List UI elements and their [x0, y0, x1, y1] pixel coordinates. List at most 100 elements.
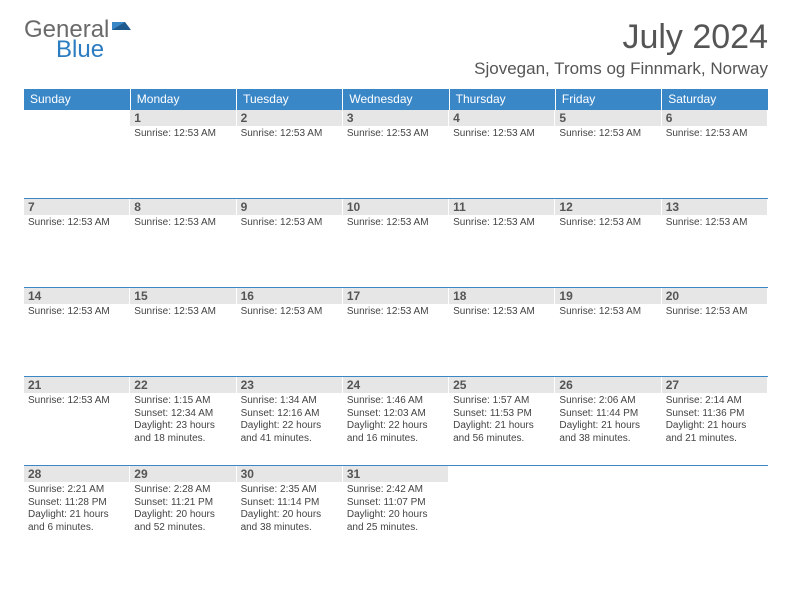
- day-content: Sunrise: 12:53 AM: [662, 126, 768, 198]
- day-cell: 6Sunrise: 12:53 AM: [662, 110, 768, 199]
- day-cell: 31Sunrise: 2:42 AMSunset: 11:07 PMDaylig…: [343, 466, 449, 541]
- day-cell: 26Sunrise: 2:06 AMSunset: 11:44 PMDaylig…: [555, 377, 661, 466]
- day-info-line: Sunset: 11:28 PM: [28, 497, 126, 510]
- week-row: 1Sunrise: 12:53 AM2Sunrise: 12:53 AM3Sun…: [24, 110, 768, 199]
- day-info-line: Daylight: 22 hours and 16 minutes.: [347, 420, 445, 445]
- day-cell: 1Sunrise: 12:53 AM: [130, 110, 236, 199]
- day-content: Sunrise: 12:53 AM: [555, 304, 661, 376]
- day-content: Sunrise: 12:53 AM: [343, 304, 449, 376]
- day-cell: 19 Sunrise: 12:53 AM: [555, 288, 661, 377]
- week-row: 21 Sunrise: 12:53 AM 22Sunrise: 1:15 AMSun…: [24, 377, 768, 466]
- month-title: July 2024: [474, 18, 768, 57]
- day-content: Sunrise: 2:21 AMSunset: 11:28 PMDaylight…: [24, 482, 130, 540]
- day-number: 28: [24, 466, 130, 482]
- day-number: [24, 110, 130, 126]
- day-info-line: Sunrise: 12:53 AM: [347, 128, 445, 141]
- day-cell: 23Sunrise: 1:34 AMSunset: 12:16 AMDaylig…: [237, 377, 343, 466]
- day-info-line: Sunrise: 2:28 AM: [134, 484, 232, 497]
- day-number: 24: [343, 377, 449, 393]
- day-info-line: Sunrise: 1:46 AM: [347, 395, 445, 408]
- day-header: Wednesday: [343, 89, 449, 110]
- day-number: [449, 466, 555, 482]
- day-cell: 4Sunrise: 12:53 AM: [449, 110, 555, 199]
- day-number: 27: [662, 377, 768, 393]
- day-number: 23: [237, 377, 343, 393]
- day-number: 8: [130, 199, 236, 215]
- day-info-line: Sunrise: 12:53 AM: [559, 128, 657, 141]
- day-info-line: Daylight: 21 hours and 38 minutes.: [559, 420, 657, 445]
- day-cell: [449, 466, 555, 541]
- day-cell: 30Sunrise: 2:35 AMSunset: 11:14 PMDaylig…: [237, 466, 343, 541]
- day-cell: 16Sunrise: 12:53 AM: [237, 288, 343, 377]
- day-content: Sunrise: 12:53 AM: [555, 126, 661, 198]
- day-content: Sunrise: 2:35 AMSunset: 11:14 PMDaylight…: [237, 482, 343, 540]
- day-info-line: Sunrise: 12:53 AM: [28, 217, 126, 230]
- day-content: Sunrise: 1:57 AMSunset: 11:53 PMDaylight…: [449, 393, 555, 465]
- day-content: [449, 482, 555, 540]
- day-info-line: Sunrise: 12:53 AM: [241, 306, 339, 319]
- day-info-line: Sunrise: 12:53 AM: [347, 306, 445, 319]
- day-cell: 13Sunrise: 12:53 AM: [662, 199, 768, 288]
- day-cell: 12Sunrise: 12:53 AM: [555, 199, 661, 288]
- day-number: 19: [555, 288, 661, 304]
- day-cell: [662, 466, 768, 541]
- day-content: Sunrise: 12:53 AM: [449, 304, 555, 376]
- day-content: Sunrise: 2:28 AMSunset: 11:21 PMDaylight…: [130, 482, 236, 540]
- day-number: 25: [449, 377, 555, 393]
- day-info-line: Sunrise: 2:06 AM: [559, 395, 657, 408]
- day-info-line: Daylight: 20 hours and 52 minutes.: [134, 509, 232, 534]
- day-content: Sunrise: 2:14 AMSunset: 11:36 PMDaylight…: [662, 393, 768, 465]
- day-info-line: Daylight: 21 hours and 56 minutes.: [453, 420, 551, 445]
- day-number: 3: [343, 110, 449, 126]
- day-number: 2: [237, 110, 343, 126]
- day-cell: 22Sunrise: 1:15 AMSunset: 12:34 AMDaylig…: [130, 377, 236, 466]
- day-info-line: Sunset: 11:36 PM: [666, 408, 764, 421]
- day-header: Monday: [130, 89, 236, 110]
- day-content: [24, 126, 130, 198]
- day-content: [662, 482, 768, 540]
- day-number: 11: [449, 199, 555, 215]
- day-number: 15: [130, 288, 236, 304]
- location-text: Sjovegan, Troms og Finnmark, Norway: [474, 59, 768, 79]
- day-info-line: Daylight: 21 hours and 21 minutes.: [666, 420, 764, 445]
- day-cell: 5Sunrise: 12:53 AM: [555, 110, 661, 199]
- day-content: Sunrise: 12:53 AM: [449, 215, 555, 287]
- day-header: Saturday: [662, 89, 768, 110]
- day-info-line: Sunrise: 2:21 AM: [28, 484, 126, 497]
- day-content: Sunrise: 12:53 AM: [130, 126, 236, 198]
- day-content: Sunrise: 12:53 AM: [343, 215, 449, 287]
- day-content: Sunrise: 1:15 AMSunset: 12:34 AMDaylight…: [130, 393, 236, 465]
- title-block: July 2024 Sjovegan, Troms og Finnmark, N…: [474, 18, 768, 79]
- day-content: Sunrise: 12:53 AM: [555, 215, 661, 287]
- day-info-line: Sunset: 11:21 PM: [134, 497, 232, 510]
- day-cell: [24, 110, 130, 199]
- day-number: 21: [24, 377, 130, 393]
- day-content: Sunrise: 12:53 AM: [343, 126, 449, 198]
- day-cell: 3 Sunrise: 12:53 AM: [343, 110, 449, 199]
- day-cell: 17Sunrise: 12:53 AM: [343, 288, 449, 377]
- day-info-line: Daylight: 21 hours and 6 minutes.: [28, 509, 126, 534]
- day-cell: 7Sunrise: 12:53 AM: [24, 199, 130, 288]
- logo-word-blue: Blue: [56, 38, 109, 62]
- day-info-line: Sunrise: 12:53 AM: [28, 395, 126, 408]
- day-info-line: Sunrise: 12:53 AM: [28, 306, 126, 319]
- day-info-line: Sunrise: 12:53 AM: [559, 306, 657, 319]
- day-content: Sunrise: 12:53 AM: [24, 215, 130, 287]
- day-number: 6: [662, 110, 768, 126]
- day-content: Sunrise: 12:53 AM: [237, 304, 343, 376]
- day-cell: 21 Sunrise: 12:53 AM: [24, 377, 130, 466]
- day-number: 29: [130, 466, 236, 482]
- header: General Blue July 2024 Sjovegan, Troms o…: [24, 18, 768, 79]
- day-info-line: Sunrise: 12:53 AM: [453, 128, 551, 141]
- day-info-line: Daylight: 20 hours and 38 minutes.: [241, 509, 339, 534]
- day-info-line: Sunrise: 2:42 AM: [347, 484, 445, 497]
- day-cell: 15Sunrise: 12:53 AM: [130, 288, 236, 377]
- day-info-line: Sunset: 11:07 PM: [347, 497, 445, 510]
- day-content: Sunrise: 12:53 AM: [130, 215, 236, 287]
- day-cell: 10Sunrise: 12:53 AM: [343, 199, 449, 288]
- flag-icon: [111, 20, 133, 45]
- day-content: Sunrise: 1:34 AMSunset: 12:16 AMDaylight…: [237, 393, 343, 465]
- day-number: 1: [130, 110, 236, 126]
- day-number: 9: [237, 199, 343, 215]
- day-info-line: Sunrise: 1:15 AM: [134, 395, 232, 408]
